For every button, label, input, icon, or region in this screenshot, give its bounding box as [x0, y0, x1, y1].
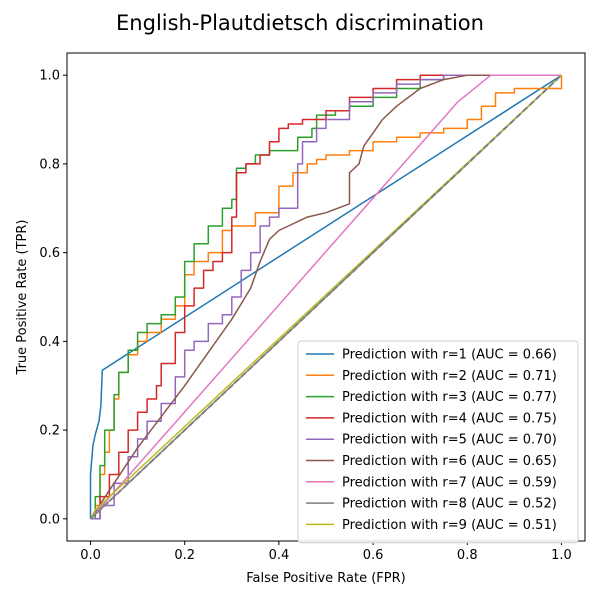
series-line-r6 [89, 74, 562, 520]
x-tick-label: 0.4 [269, 548, 290, 563]
x-tick-label: 0.0 [80, 548, 101, 563]
y-axis-ticks: 0.0 0.2 0.4 0.6 0.8 1.0 [39, 69, 67, 527]
y-tick-label: 0.0 [39, 512, 60, 527]
x-tick-label: 0.8 [457, 548, 478, 563]
legend-entry-r4: Prediction with r=4 (AUC = 0.75) [342, 411, 557, 426]
x-axis-label: False Positive Rate (FPR) [246, 571, 405, 586]
legend-entry-r5: Prediction with r=5 (AUC = 0.70) [342, 433, 557, 448]
legend-entry-r7: Prediction with r=7 (AUC = 0.59) [342, 475, 557, 490]
series-line-r9 [89, 74, 563, 520]
y-tick-label: 1.0 [39, 69, 60, 84]
series-layer [89, 74, 563, 520]
y-axis-label: True Positive Rate (TPR) [15, 220, 30, 376]
y-tick-label: 0.8 [39, 157, 60, 172]
legend-frame [297, 340, 579, 544]
y-tick-label: 0.4 [39, 335, 60, 350]
chart-title: English-Plautdietsch discrimination [116, 11, 484, 35]
series-line-r7 [89, 74, 562, 520]
legend-entry-r3: Prediction with r=3 (AUC = 0.77) [342, 390, 557, 405]
legend-entry-r6: Prediction with r=6 (AUC = 0.65) [342, 454, 557, 469]
x-tick-label: 0.2 [174, 548, 195, 563]
y-tick-label: 0.2 [39, 424, 60, 439]
x-axis-ticks: 0.0 0.2 0.4 0.6 0.8 1.0 [80, 541, 572, 563]
x-tick-label: 0.6 [363, 548, 384, 563]
legend-entry-r8: Prediction with r=8 (AUC = 0.52) [342, 497, 557, 512]
series-line-r1 [89, 74, 562, 519]
legend-entry-r1: Prediction with r=1 (AUC = 0.66) [342, 348, 557, 363]
legend: Prediction with r=1 (AUC = 0.66) Predicti… [297, 340, 579, 544]
legend-entry-r2: Prediction with r=2 (AUC = 0.71) [342, 369, 557, 384]
x-tick-label: 1.0 [551, 548, 572, 563]
legend-entry-r9: Prediction with r=9 (AUC = 0.51) [342, 518, 557, 533]
y-tick-label: 0.6 [39, 246, 60, 261]
